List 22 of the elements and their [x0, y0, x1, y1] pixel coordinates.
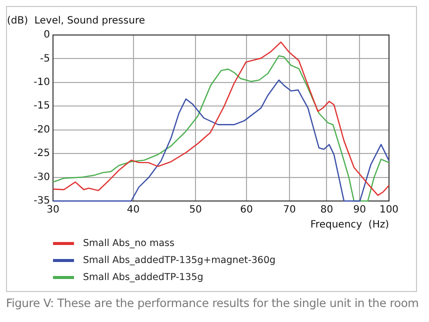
text: Figure V: These are the performance results for the single unit in the room — [6, 296, 419, 310]
y-tick-label: -25 — [34, 148, 50, 160]
y-tick-label: -35 — [34, 196, 50, 207]
x-tick-label: 90 — [353, 204, 366, 216]
x-tick-label: 100 — [379, 204, 399, 216]
y-tick-label: -20 — [34, 124, 50, 136]
x-tick-label: 60 — [240, 204, 253, 216]
legend-label: Small Abs_addedTP-135g+magnet-360g — [83, 255, 276, 266]
y-tick-label: -15 — [34, 100, 50, 112]
y-tick-label: -30 — [34, 172, 50, 183]
y-tick-label: -5 — [40, 53, 50, 64]
y-tick-label: -10 — [34, 77, 50, 88]
y-tick-label: 0 — [44, 30, 50, 41]
legend-label: Small Abs_addedTP-135g — [83, 272, 204, 283]
x-tick-label: 50 — [189, 204, 202, 216]
x-tick-label: 70 — [283, 204, 296, 216]
x-tick-label: 30 — [46, 204, 60, 216]
y-axis-title: (dB) Level, Sound pressure — [7, 16, 145, 27]
x-tick-label: 40 — [126, 204, 140, 216]
legend-label: Small Abs_no mass — [83, 238, 174, 249]
x-tick-label: 80 — [320, 204, 334, 216]
x-axis-title: Frequency (Hz) — [310, 220, 390, 231]
